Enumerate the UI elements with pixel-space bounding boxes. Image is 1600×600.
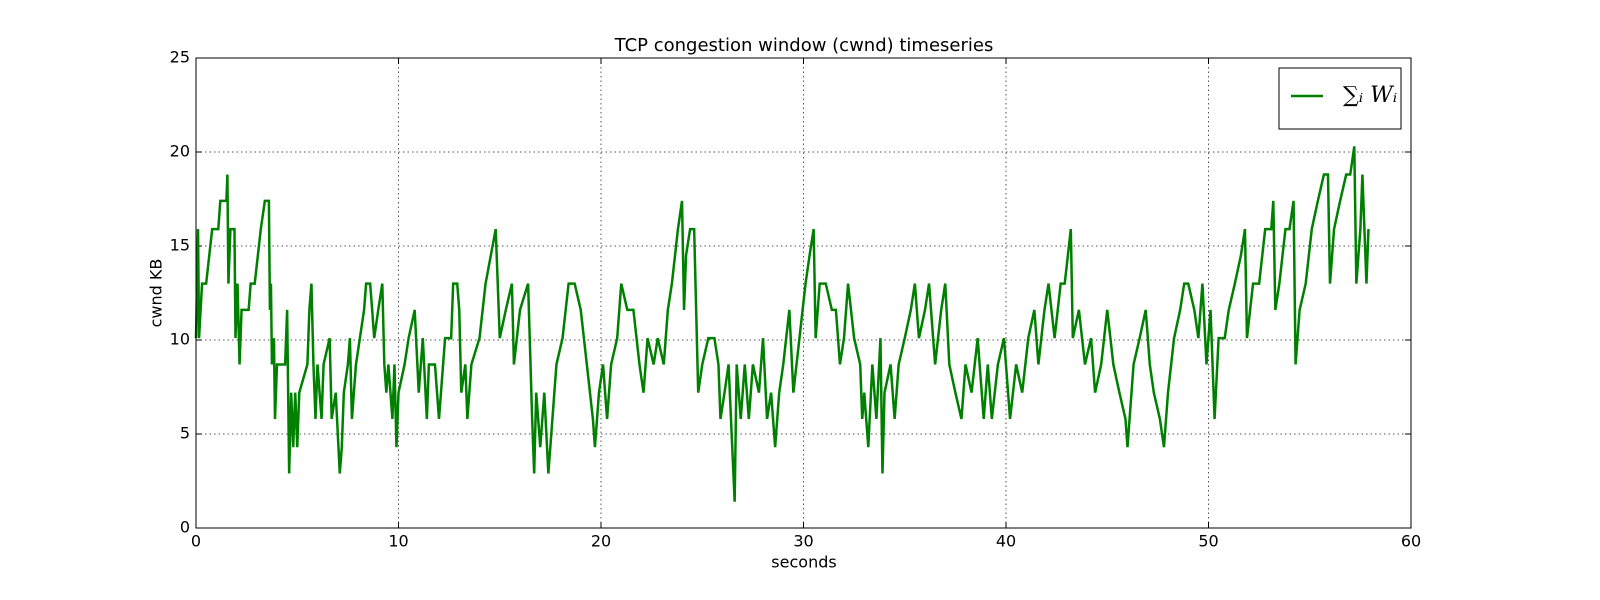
legend: ∑ᵢ Wᵢ: [1278, 67, 1402, 130]
chart-title: TCP congestion window (cwnd) timeseries: [614, 35, 994, 56]
x-tick-label: 40: [996, 532, 1016, 551]
x-tick-label: 60: [1401, 532, 1421, 551]
y-tick-label: 25: [170, 48, 190, 67]
legend-box: [1278, 67, 1402, 130]
y-tick-label: 20: [170, 142, 190, 161]
x-tick-label: 20: [591, 532, 611, 551]
legend-label: ∑ᵢ Wᵢ: [1343, 83, 1397, 108]
x-tick-label: 0: [191, 532, 201, 551]
x-tick-label: 50: [1198, 532, 1218, 551]
axes-frame: [195, 57, 1412, 529]
x-tick-label: 30: [793, 532, 813, 551]
y-tick-label: 15: [170, 236, 190, 255]
x-axis-label: seconds: [771, 553, 836, 572]
x-tick-label: 10: [388, 532, 408, 551]
data-line: [194, 146, 1370, 502]
y-tick-label: 0: [180, 518, 190, 537]
y-tick-label: 10: [170, 330, 190, 349]
y-axis-label: cwnd KB: [147, 259, 166, 328]
y-tick-label: 5: [180, 424, 190, 443]
plot-area: [194, 146, 1370, 502]
